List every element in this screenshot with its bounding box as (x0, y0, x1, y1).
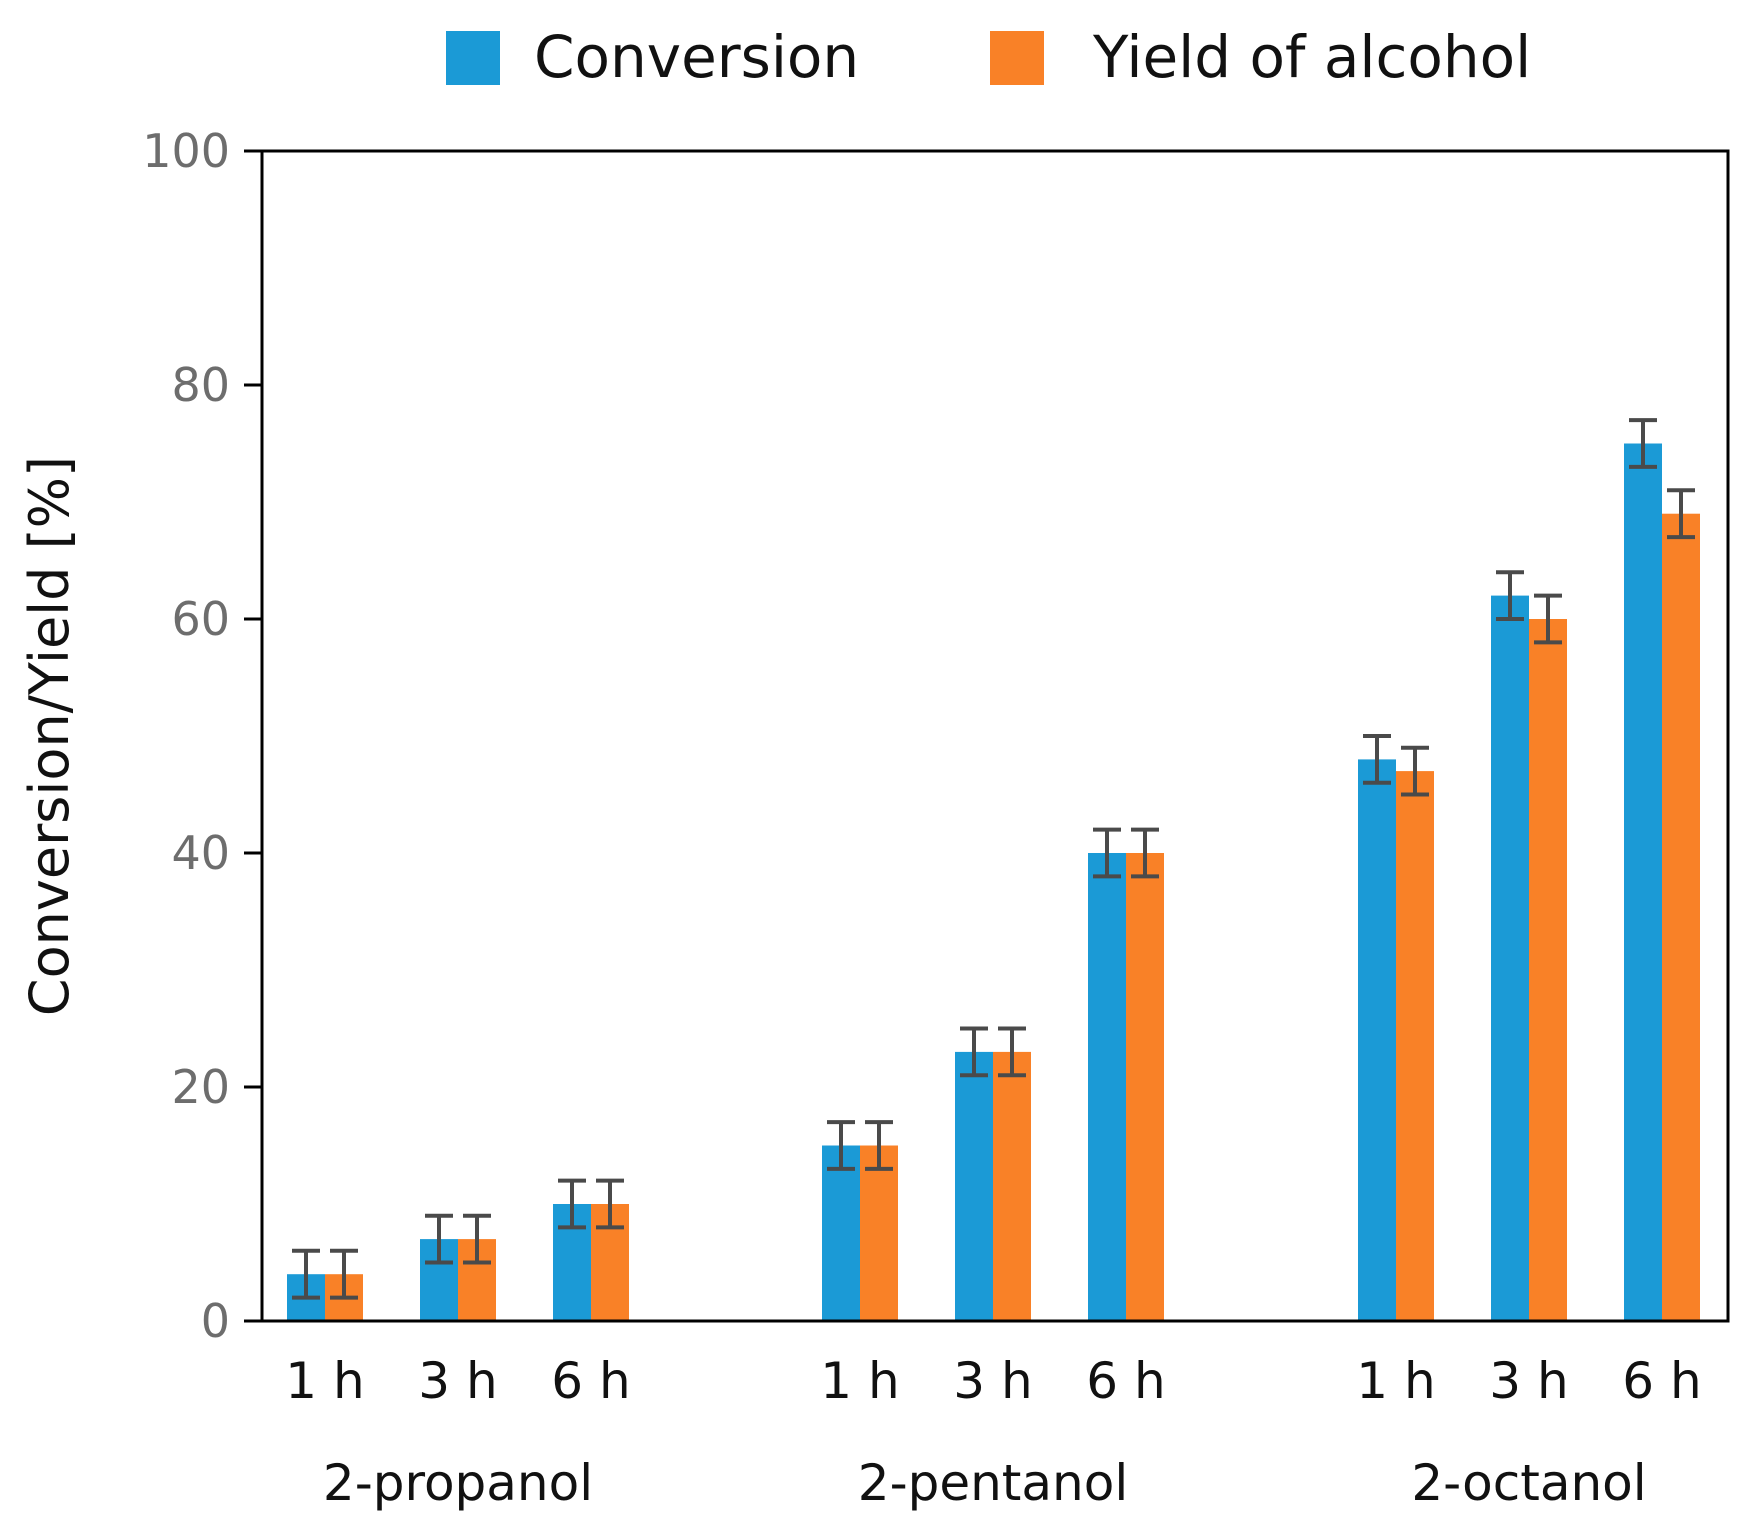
legend-swatch-conversion (446, 31, 500, 85)
bar-yield (860, 1145, 898, 1321)
x-tick-label: 1 h (820, 1352, 899, 1410)
x-axis: 1 h 3 h 6 h 2-propanol 1 h 3 h 6 h 2-pentanol 1 … (285, 1352, 1701, 1512)
bar-yield (1529, 619, 1567, 1321)
bar-conversion (1358, 759, 1396, 1321)
bar-conversion (1088, 853, 1126, 1321)
error-bars (292, 418, 1695, 1300)
bar-conversion (822, 1145, 860, 1321)
x-tick-label: 6 h (1086, 1352, 1165, 1410)
bar-yield (1662, 513, 1700, 1321)
group-label: 2-octanol (1411, 1454, 1646, 1512)
y-tick-label: 20 (171, 1060, 230, 1114)
group-label: 2-propanol (323, 1454, 593, 1512)
x-tick-label: 3 h (953, 1352, 1032, 1410)
x-tick-label: 3 h (1489, 1352, 1568, 1410)
x-tick-label: 1 h (1356, 1352, 1435, 1410)
bar-conversion (1624, 443, 1662, 1321)
x-tick-label: 3 h (418, 1352, 497, 1410)
bar-yield (1126, 853, 1164, 1321)
y-axis-title: Conversion/Yield [%] (18, 456, 81, 1016)
legend-label: Yield of alcohol (1092, 23, 1531, 91)
y-tick-label: 80 (171, 358, 230, 412)
x-tick-label: 1 h (285, 1352, 364, 1410)
y-axis: 0 20 40 60 80 100 (142, 124, 262, 1348)
bars (287, 443, 1700, 1321)
x-tick-label: 6 h (1622, 1352, 1701, 1410)
plot-frame (260, 149, 1730, 1323)
bar-yield (993, 1051, 1031, 1321)
bar-yield (1396, 771, 1434, 1321)
group-label: 2-pentanol (858, 1454, 1128, 1512)
y-tick-label: 100 (142, 124, 230, 178)
y-tick-label: 40 (171, 826, 230, 880)
legend-label: Conversion (534, 23, 859, 91)
legend-swatch-yield (990, 31, 1044, 85)
y-tick-label: 60 (171, 592, 230, 646)
y-tick-label: 0 (201, 1294, 230, 1348)
x-tick-label: 6 h (551, 1352, 630, 1410)
legend: Conversion Yield of alcohol (446, 23, 1531, 91)
bar-conversion (955, 1051, 993, 1321)
bar-conversion (1491, 595, 1529, 1321)
